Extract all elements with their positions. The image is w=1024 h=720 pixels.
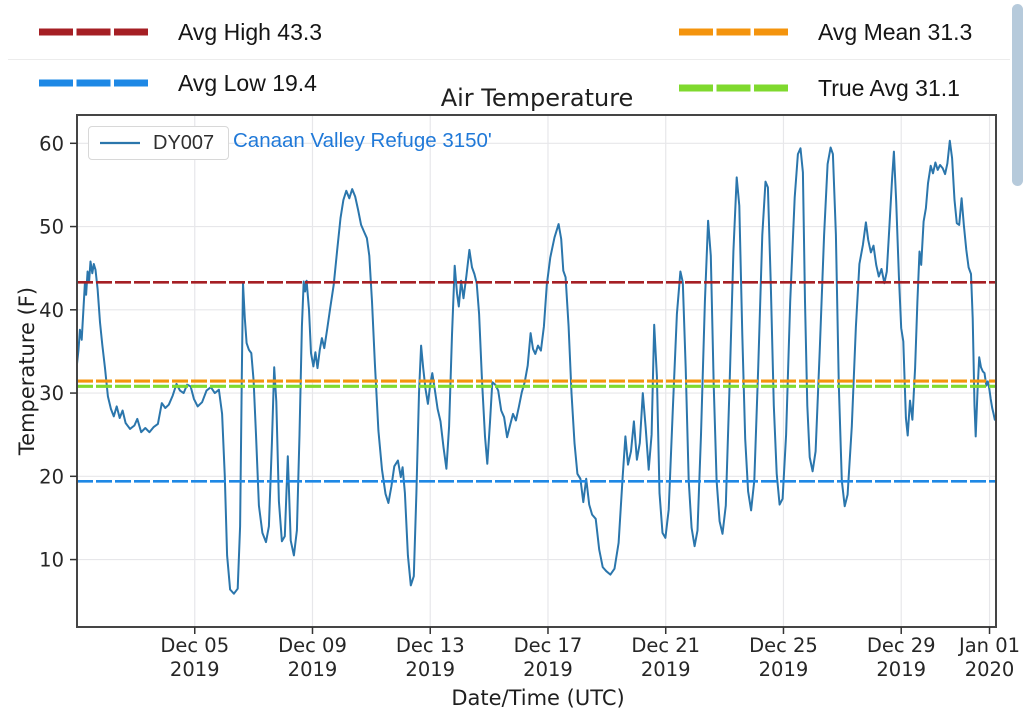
- x-tick-label: 2019: [405, 658, 455, 681]
- x-tick-label: Dec 05: [160, 634, 229, 657]
- x-tick-label: Jan 01: [957, 634, 1020, 657]
- y-axis-label: Temperature (F): [15, 286, 39, 456]
- y-tick-label: 60: [39, 132, 64, 155]
- legend-label-true-avg: True Avg 31.1: [818, 74, 960, 101]
- page-scrollbar-thumb[interactable]: [1012, 4, 1023, 186]
- y-tick-label: 40: [39, 299, 64, 322]
- y-tick-label: 30: [39, 382, 64, 405]
- y-tick-label: 20: [39, 465, 64, 488]
- plot-legend-box: DY007: [88, 126, 230, 160]
- x-tick-label: 2019: [523, 658, 573, 681]
- legend-divider: [8, 59, 1010, 60]
- series-name-label: DY007: [153, 131, 215, 154]
- x-tick-label: 2019: [759, 658, 809, 681]
- legend-item-avg-high: Avg High 43.3: [36, 18, 322, 46]
- x-tick-label: Dec 29: [867, 634, 936, 657]
- x-tick-label: Dec 17: [514, 634, 583, 657]
- x-axis-label: Date/Time (UTC): [451, 686, 625, 710]
- x-tick-label: Dec 09: [278, 634, 347, 657]
- avg-mean-line-swatch: [679, 28, 789, 36]
- x-tick-label: 2019: [288, 658, 338, 681]
- plot-border: [76, 114, 997, 628]
- series-line-dy007: [76, 139, 996, 595]
- avg-high-line-swatch: [39, 28, 149, 36]
- avg-low-line-swatch: [39, 79, 149, 87]
- x-tick-label: Dec 13: [396, 634, 465, 657]
- chart-title: Air Temperature: [440, 84, 634, 112]
- legend-label-avg-high: Avg High 43.3: [178, 18, 323, 45]
- x-tick-label: 2019: [170, 658, 220, 681]
- dy007-line-swatch: [100, 141, 140, 145]
- station-annotation: Canaan Valley Refuge 3150': [233, 129, 492, 152]
- legend-item-avg-low: Avg Low 19.4: [36, 69, 317, 97]
- y-tick-label: 50: [39, 216, 64, 239]
- legend-item-true-avg: True Avg 31.1: [676, 74, 960, 102]
- x-tick-label: Dec 25: [749, 634, 818, 657]
- x-tick-label: 2019: [876, 658, 926, 681]
- x-tick-label: Dec 21: [631, 634, 700, 657]
- true-avg-line-swatch: [679, 84, 789, 92]
- x-tick-label: 2020: [965, 658, 1015, 681]
- legend-label-avg-low: Avg Low 19.4: [178, 69, 317, 96]
- legend-label-avg-mean: Avg Mean 31.3: [818, 18, 973, 45]
- y-tick-label: 10: [39, 549, 64, 572]
- x-tick-label: 2019: [641, 658, 691, 681]
- legend-item-avg-mean: Avg Mean 31.3: [676, 18, 972, 46]
